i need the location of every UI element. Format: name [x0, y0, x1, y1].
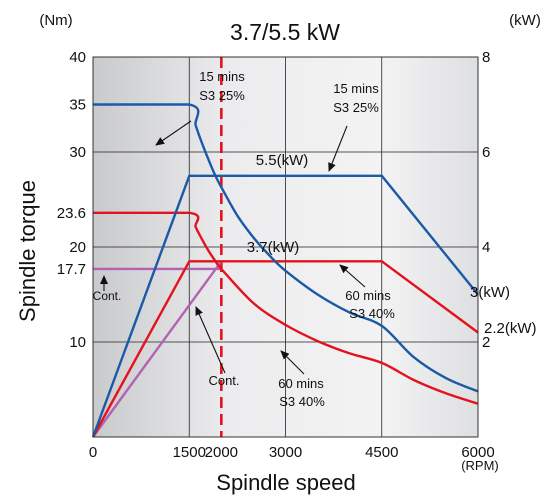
annotation-a9: 3(kW) — [470, 284, 510, 301]
x-axis-label: Spindle speed — [216, 470, 355, 495]
series-line-y2-4 — [91, 260, 479, 438]
x-tick-label: 2000 — [205, 444, 238, 461]
annotation-a7: 60 mins — [345, 288, 391, 303]
y-tick-label: 35 — [69, 97, 86, 114]
y-tick-label: 17.7 — [57, 261, 86, 278]
y-tick-label: 20 — [69, 239, 86, 256]
arrow-15min-right — [328, 125, 348, 172]
x-tick-label: 0 — [89, 444, 97, 461]
y-tick-label: 10 — [69, 334, 86, 351]
x-tick-label: 4500 — [365, 444, 398, 461]
grid-lines — [93, 57, 478, 437]
arrow-60min-right — [339, 264, 366, 288]
annotation-a8b: S3 40% — [279, 394, 325, 409]
y-axis-label: Spindle torque — [15, 180, 40, 322]
x-tick-label: 1500 — [173, 444, 206, 461]
y2-axis-unit: (kW) — [509, 12, 541, 29]
y-axis-unit: (Nm) — [39, 12, 72, 29]
plot-frame — [92, 56, 479, 438]
annotation-a5: Cont. — [93, 289, 122, 303]
y2-tick-label: 8 — [482, 49, 490, 66]
annotation-a4: 3.7(kW) — [247, 239, 300, 256]
x-axis-unit: (RPM) — [461, 458, 499, 473]
annotation-a3: 5.5(kW) — [256, 152, 309, 169]
annotation-a7b: S3 40% — [349, 306, 395, 321]
arrow-15min-left — [155, 120, 192, 146]
y2-tick-label: 6 — [482, 144, 490, 161]
annotation-a2: 15 mins — [333, 81, 379, 96]
series-line-y-0 — [93, 103, 479, 393]
series-line-y-1 — [93, 211, 479, 405]
x-tick-label: 3000 — [269, 444, 302, 461]
annotation-a8: 60 mins — [278, 376, 324, 391]
annotation-a1b: S3 25% — [199, 88, 245, 103]
arrow-cont-center — [195, 306, 226, 374]
y-tick-label: 40 — [69, 49, 86, 66]
annotation-layer: 15 mins S3 25% 15 mins S3 25% 5.5(kW) 3.7(kW)… — [93, 69, 537, 409]
y-tick-label: 23.6 — [57, 205, 86, 222]
series-layer — [91, 57, 479, 438]
annotation-a2b: S3 25% — [333, 100, 379, 115]
chart-title: 3.7/5.5 kW — [230, 19, 340, 45]
annotation-a10: 2.2(kW) — [484, 320, 537, 337]
y2-tick-label: 4 — [482, 239, 490, 256]
y-tick-label: 30 — [69, 144, 86, 161]
y2-tick-label: 2 — [482, 334, 490, 351]
annotation-a6: Cont. — [208, 373, 239, 388]
arrow-60min-left — [280, 350, 305, 375]
series-line-y2-3 — [91, 174, 479, 438]
series-line-y2-5 — [92, 260, 223, 438]
annotation-a1: 15 mins — [199, 69, 245, 84]
x-tick-label: 6000 — [461, 444, 494, 461]
